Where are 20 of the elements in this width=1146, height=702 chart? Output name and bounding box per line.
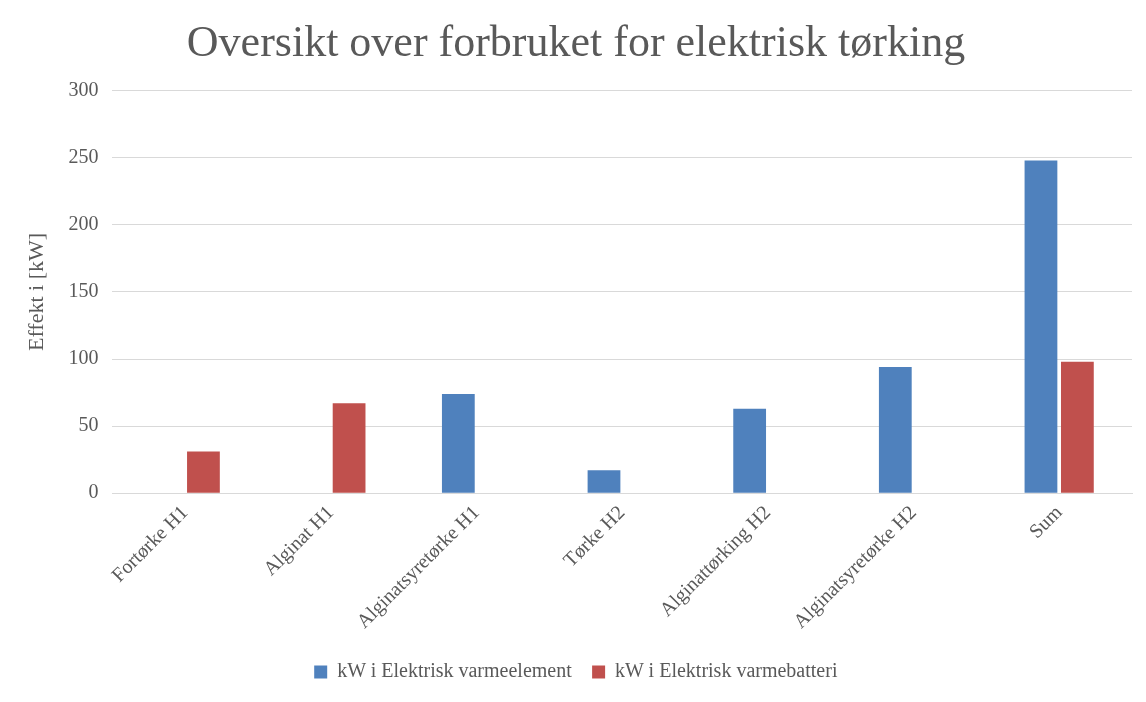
bar [441,393,475,493]
y-tick-label: 0 [88,480,99,503]
y-tick-label: 200 [68,212,99,235]
y-tick-label: 100 [68,346,99,369]
bar [1060,361,1094,493]
bar [733,408,767,493]
y-tick-label: 250 [68,145,99,168]
chart-title: Oversikt over forbruket for elektrisk tørking [186,16,966,66]
y-axis-title: Effekt i [kW] [22,232,48,352]
bar [187,451,220,493]
bar [587,470,621,493]
y-tick-label: 150 [68,279,99,302]
legend-label: kW i Elektrisk varmeelement [337,659,573,682]
bar [332,403,366,493]
bar [1024,160,1058,493]
bar [878,367,912,493]
y-tick-label: 300 [68,78,99,101]
legend-label: kW i Elektrisk varmebatteri [615,659,838,682]
x-tick-label: Sum [1024,500,1067,543]
y-tick-label: 50 [78,413,99,436]
